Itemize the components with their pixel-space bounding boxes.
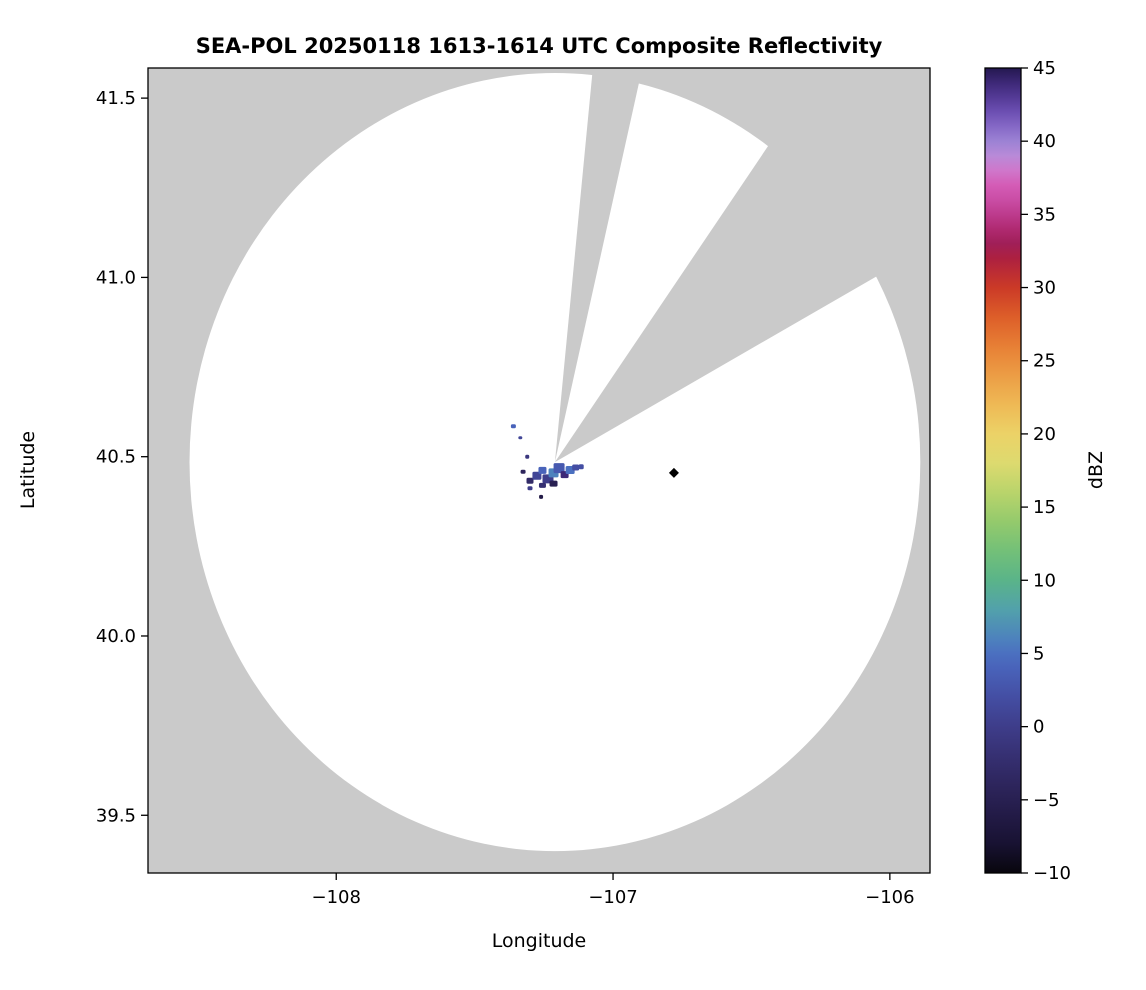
- colorbar-frame: [984, 67, 1022, 874]
- station-marker: [668, 467, 679, 478]
- colorbar-tick-label: 40: [1033, 131, 1056, 152]
- y-tick-label: 39.5: [96, 805, 136, 826]
- colorbar-tick-label: 35: [1033, 204, 1056, 225]
- colorbar-tick-label: 5: [1033, 643, 1044, 664]
- x-axis-label: Longitude: [492, 930, 587, 952]
- colorbar-label: dBZ: [1085, 451, 1107, 489]
- y-tick-label: 41.0: [96, 267, 136, 288]
- echo-cell: [539, 494, 544, 499]
- y-axis-label: Latitude: [17, 431, 39, 509]
- colorbar-tick-label: 20: [1033, 424, 1056, 445]
- colorbar-tick-label: −5: [1033, 790, 1060, 811]
- echo-cell: [526, 477, 534, 484]
- echo-cell: [538, 466, 547, 474]
- y-tick-label: 40.5: [96, 447, 136, 468]
- blocked-sector: [554, 68, 930, 463]
- colorbar-tick-label: 15: [1033, 497, 1056, 518]
- colorbar-tick-label: −10: [1033, 863, 1071, 884]
- x-tick-label: −108: [312, 887, 361, 908]
- colorbar-tick-label: 0: [1033, 717, 1044, 738]
- echo-cell: [527, 486, 533, 491]
- plot-area: [189, 68, 930, 852]
- echo-cell: [549, 480, 558, 487]
- plot-dynamic-layer: −108 −107 −106 41.5 41.0 40.5 40.0 39.5 45 40 35 30…: [96, 58, 1071, 908]
- y-tick-label: 41.5: [96, 88, 136, 109]
- colorbar-tick-label: 45: [1033, 58, 1056, 79]
- y-tick-label: 40.0: [96, 626, 136, 647]
- echo-cell: [553, 463, 565, 474]
- x-tick-label: −107: [588, 887, 637, 908]
- echo-cell: [578, 464, 584, 470]
- echo-cell: [510, 424, 516, 429]
- colorbar-tick-label: 10: [1033, 570, 1056, 591]
- colorbar-tick-label: 30: [1033, 278, 1056, 299]
- echo-cell: [538, 482, 546, 488]
- echo-cell: [520, 469, 526, 474]
- colorbar-tick-label: 25: [1033, 351, 1056, 372]
- echo-cell: [572, 464, 580, 471]
- echo-cell: [532, 471, 542, 480]
- colorbar-gradient: [985, 68, 1021, 873]
- echo-cell: [518, 436, 523, 440]
- x-tick-label: −106: [865, 887, 914, 908]
- chart-title: SEA-POL 20250118 1613-1614 UTC Composite…: [196, 34, 883, 58]
- echo-cell: [525, 454, 530, 459]
- plot-frame: [147, 67, 931, 874]
- blocked-sector: [554, 68, 643, 463]
